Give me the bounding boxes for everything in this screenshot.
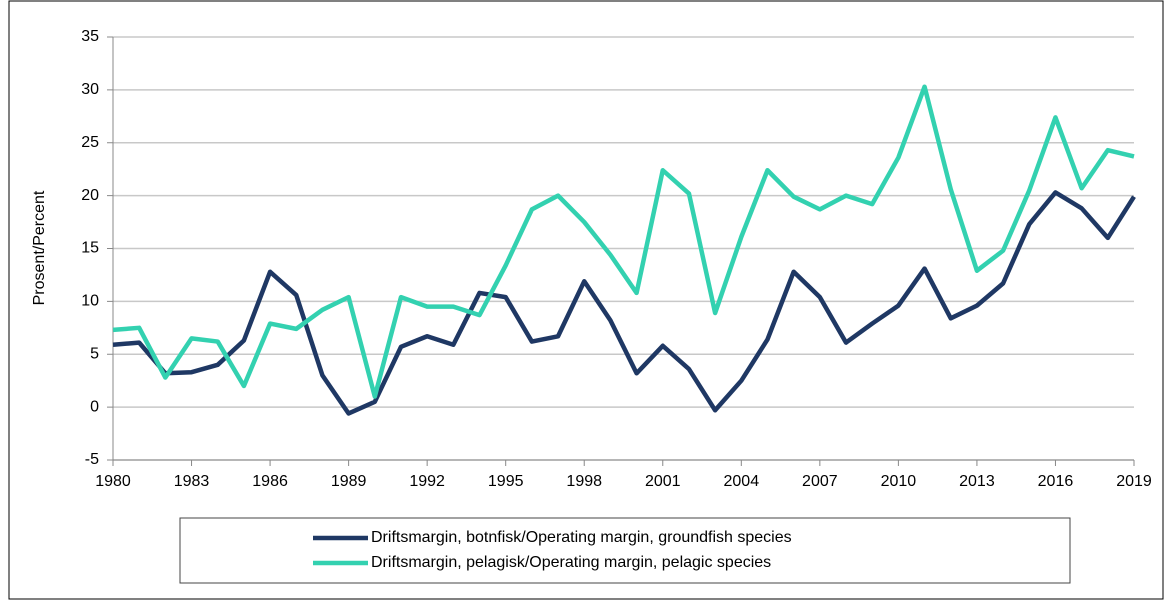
x-tick-label: 2013 — [959, 473, 995, 490]
y-axis-label: Prosent/Percent — [31, 190, 48, 305]
legend-label: Driftsmargin, botnfisk/Operating margin,… — [371, 529, 792, 546]
y-tick-label: -5 — [85, 451, 99, 468]
y-tick-label: 20 — [81, 187, 99, 204]
legend-box — [179, 517, 1071, 584]
x-tick-label: 1980 — [95, 473, 131, 490]
x-tick-label: 2004 — [724, 473, 760, 490]
x-tick-label: 1983 — [174, 473, 210, 490]
series-line — [112, 84, 1135, 399]
chart-border — [8, 0, 1164, 600]
legend-label: Driftsmargin, pelagisk/Operating margin,… — [371, 554, 771, 571]
y-tick-label: 25 — [81, 134, 99, 151]
x-tick-label: 1989 — [331, 473, 367, 490]
y-tick-label: 5 — [90, 345, 99, 362]
y-tick-label: 15 — [81, 240, 99, 257]
y-tick-label: 10 — [81, 293, 99, 310]
x-tick-label: 1995 — [488, 473, 524, 490]
x-tick-label: 2016 — [1038, 473, 1074, 490]
y-tick-label: 35 — [81, 28, 99, 45]
y-tick-label: 0 — [90, 398, 99, 415]
series-line — [112, 190, 1136, 416]
x-tick-label: 1998 — [566, 473, 602, 490]
x-tick-label: 2010 — [881, 473, 917, 490]
x-tick-label: 1986 — [252, 473, 288, 490]
x-tick-label: 2019 — [1116, 473, 1152, 490]
x-tick-label: 2007 — [802, 473, 838, 490]
x-tick-label: 1992 — [409, 473, 445, 490]
y-tick-label: 30 — [81, 81, 99, 98]
x-tick-label: 2001 — [645, 473, 681, 490]
